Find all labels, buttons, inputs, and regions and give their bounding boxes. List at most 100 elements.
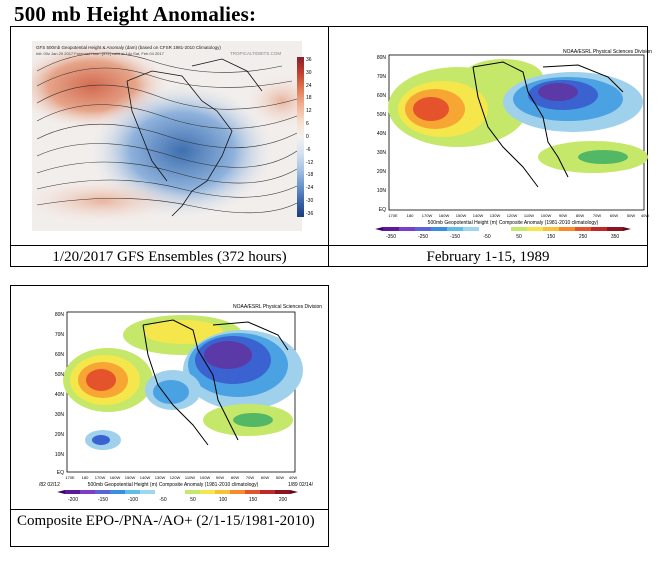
lon-label: 170E [388,213,398,218]
scale-tick: -200 [68,497,78,503]
caption-gfs: 1/20/2017 GFS Ensembles (372 hours) [52,249,287,265]
lon-label: 80W [231,475,239,480]
lat-label: 40N [55,392,65,398]
lon-label: 180 [407,213,414,218]
lon-label: 170W [95,475,106,480]
lon-label: 150W [456,213,467,218]
gfs-map-subheader: Init: 00z Jan 20 2017 Forecast Hour: [37… [36,51,165,56]
gfs-colorbar [297,57,304,217]
scale-tick: -50 [483,234,490,240]
colorbar-tick: -18 [306,172,314,179]
lat-label: 50N [55,372,65,378]
panel-composite-image-cell: NOAA/ESRL Physical Sciences Division 80N… [10,285,329,510]
lat-label: 10N [55,452,65,458]
lon-label: 100W [541,213,552,218]
scale-tick: -150 [98,497,108,503]
lat-label: 80N [377,55,387,61]
lat-label: 60N [55,352,65,358]
scale-bar-composite [57,490,298,494]
lon-label: 130W [490,213,501,218]
lat-label: EQ [379,207,386,213]
lon-label: 50W [276,475,284,480]
scale-tick: -100 [128,497,138,503]
lon-label: 90W [559,213,567,218]
scale-tick: -50 [159,497,166,503]
lon-label: 140W [140,475,151,480]
lon-label: 70W [246,475,254,480]
gfs-colorbar-labels: 36 30 24 18 12 6 0 -6 -12 -18 -24 -30 -3… [306,57,326,217]
lat-label: 70N [377,74,387,80]
scale-bar-1989 [375,227,631,231]
gfs-anomaly-map: GFS 500mb Geopotential Height & Anomaly … [32,41,302,231]
colorbar-tick: 18 [306,95,312,102]
lon-label: 110W [524,213,534,218]
lon-label: 180 [82,475,89,480]
panel-gfs-caption-cell: 1/20/2017 GFS Ensembles (372 hours) [10,245,329,267]
lat-label: 50N [377,112,387,118]
lon-label: 90W [216,475,224,480]
scale-tick: 100 [219,497,228,503]
colorbar-tick: 36 [306,57,312,63]
colorbar-tick: 30 [306,69,312,76]
lon-label: 150W [125,475,136,480]
lon-label: 160W [110,475,121,480]
panel-1989-image-cell: NOAA/ESRL Physical Sciences Division 80N… [328,26,652,246]
lon-label: 60W [610,213,618,218]
colorbar-tick: -6 [306,146,311,153]
lon-label: 40W [289,475,297,480]
scale-tick: -350 [386,234,396,240]
scale-tick: 200 [279,497,288,503]
lon-label: 120W [507,213,518,218]
scale-tick: 50 [190,497,196,503]
lon-label: 130W [155,475,166,480]
colorbar-tick: 12 [306,108,312,115]
lat-label: 70N [55,332,65,338]
scale-tick: 250 [579,234,588,240]
gfs-watermark: TROPICALTIDBITS.COM [230,51,281,56]
lon-label: 170E [65,475,75,480]
panel-1989-caption-cell: February 1-15, 1989 [328,245,648,267]
date-left: /82 02/12 [39,482,60,488]
lat-label: 20N [55,432,65,438]
scale-tick: -250 [418,234,428,240]
composite-1989-map: NOAA/ESRL Physical Sciences Division 80N… [363,47,653,265]
lat-label: 20N [377,169,387,175]
gfs-map-header: GFS 500mb Geopotential Height & Anomaly … [36,45,221,50]
lat-label: 40N [377,131,387,137]
lon-label: 140W [473,213,484,218]
composite-epo-map: NOAA/ESRL Physical Sciences Division 80N… [33,300,323,510]
lon-label: 170W [422,213,433,218]
scale-title-composite: 500mb Geopotential Height (m) Composite … [88,482,259,488]
scale-title-1989: 500mb Geopotential Height (m) Composite … [428,220,599,226]
scale-tick: -150 [450,234,460,240]
colorbar-tick: 0 [306,133,309,140]
lon-label: 70W [593,213,601,218]
colorbar-tick: -24 [306,185,314,192]
panel-gfs-image-cell: GFS 500mb Geopotential Height & Anomaly … [10,26,329,246]
lat-label: EQ [57,470,64,476]
panel-composite-caption-cell: Composite EPO-/PNA-/AO+ (2/1-15/1981-201… [10,509,329,547]
lon-label: 110W [185,475,195,480]
lon-label: 120W [170,475,181,480]
scale-tick: 350 [611,234,620,240]
page-heading: 500 mb Height Anomalies: [14,2,257,26]
scale-tick: 150 [547,234,556,240]
lat-label: 10N [377,188,387,194]
agency-label-composite: NOAA/ESRL Physical Sciences Division [233,304,322,310]
date-right: 1/89 02/14/ [288,482,314,488]
caption-composite: Composite EPO-/PNA-/AO+ (2/1-15/1981-201… [17,513,315,529]
lon-label: 160W [439,213,450,218]
lon-label: 80W [576,213,584,218]
caption-1989: February 1-15, 1989 [426,249,550,265]
colorbar-tick: 6 [306,121,309,128]
lat-label: 30N [55,412,65,418]
scale-tick: 50 [516,234,522,240]
colorbar-tick: -12 [306,159,314,166]
lon-label: 50W [627,213,635,218]
scale-tick: 150 [249,497,258,503]
colorbar-tick: -30 [306,198,314,205]
agency-label-1989: NOAA/ESRL Physical Sciences Division [563,49,652,55]
colorbar-tick: 24 [306,82,312,89]
lat-label: 60N [377,93,387,99]
lat-label: 80N [55,312,65,318]
